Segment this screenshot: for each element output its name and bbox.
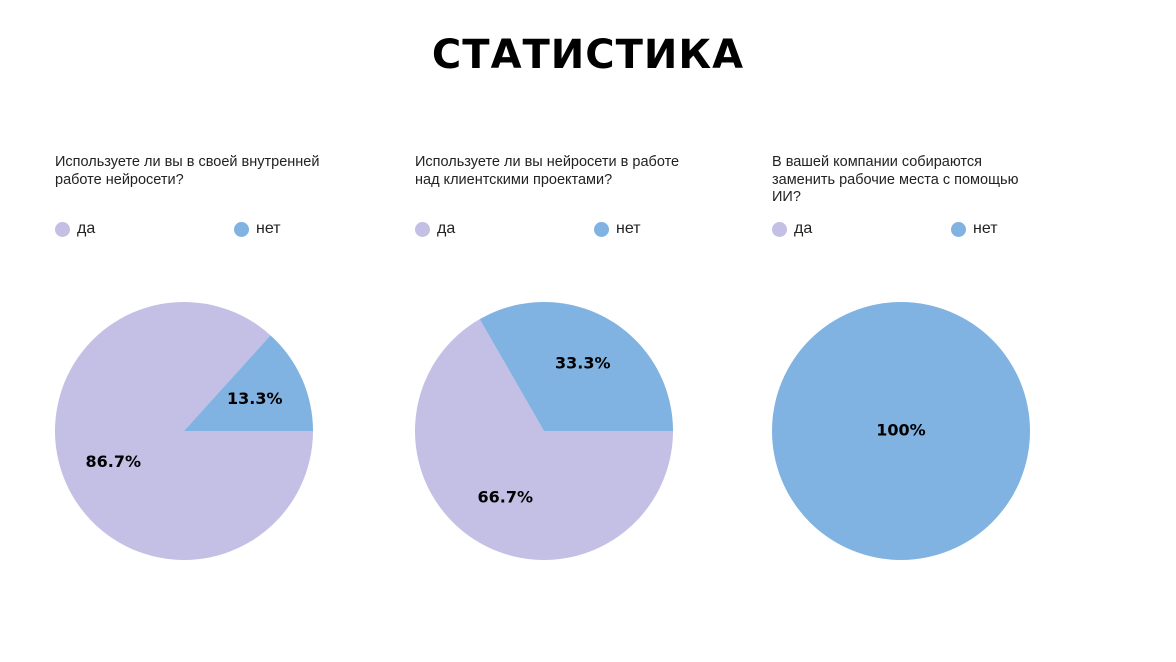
legend-label-no: нет xyxy=(616,220,641,237)
pie-label-no: 33.3% xyxy=(555,354,611,373)
legend-item-no: нет xyxy=(594,220,641,238)
legend-label-no: нет xyxy=(973,220,998,237)
pie-label-yes: 66.7% xyxy=(477,487,533,506)
legend-swatch-no xyxy=(951,221,966,237)
chart-question: Используете ли вы в своей внутренней раб… xyxy=(55,154,320,188)
pie-slice-no xyxy=(479,302,673,431)
legend-swatch-no xyxy=(594,221,609,237)
legend-label-yes: да xyxy=(437,220,456,237)
pie-label-yes: 86.7% xyxy=(86,452,142,471)
pie-chart: 66.7% 33.3% xyxy=(415,302,673,560)
pie-chart: 86.7% 13.3% xyxy=(55,302,313,560)
legend-item-no: нет xyxy=(234,220,281,238)
legend-item-no: нет xyxy=(951,220,998,238)
chart-panel-3: В вашей компании собираются заменить раб… xyxy=(772,154,1072,574)
legend-label-yes: да xyxy=(77,220,96,237)
legend-label-no: нет xyxy=(256,220,281,237)
pie-slice-yes xyxy=(55,302,313,560)
legend-item-yes: да xyxy=(55,220,95,238)
legend-label-yes: да xyxy=(794,220,813,237)
chart-question: Используете ли вы нейросети в работе над… xyxy=(415,154,680,188)
pie-slice-no xyxy=(184,335,313,431)
pie-slice-yes xyxy=(415,319,673,560)
legend-swatch-yes xyxy=(772,221,787,237)
chart-panel-1: Используете ли вы в своей внутренней раб… xyxy=(55,154,355,574)
legend-item-yes: да xyxy=(772,220,812,238)
legend-swatch-yes xyxy=(415,221,430,237)
pie-label-no: 100% xyxy=(876,421,925,440)
pie-chart: 100% xyxy=(772,302,1030,560)
legend-swatch-yes xyxy=(55,221,70,237)
chart-panel-2: Используете ли вы нейросети в работе над… xyxy=(415,154,715,574)
page-title: СТАТИСТИКА xyxy=(431,32,745,78)
pie-slice-no xyxy=(772,302,1030,560)
chart-question: В вашей компании собираются заменить раб… xyxy=(772,154,1019,205)
legend-swatch-no xyxy=(234,221,249,237)
pie-label-no: 13.3% xyxy=(227,389,283,408)
legend-item-yes: да xyxy=(415,220,455,238)
